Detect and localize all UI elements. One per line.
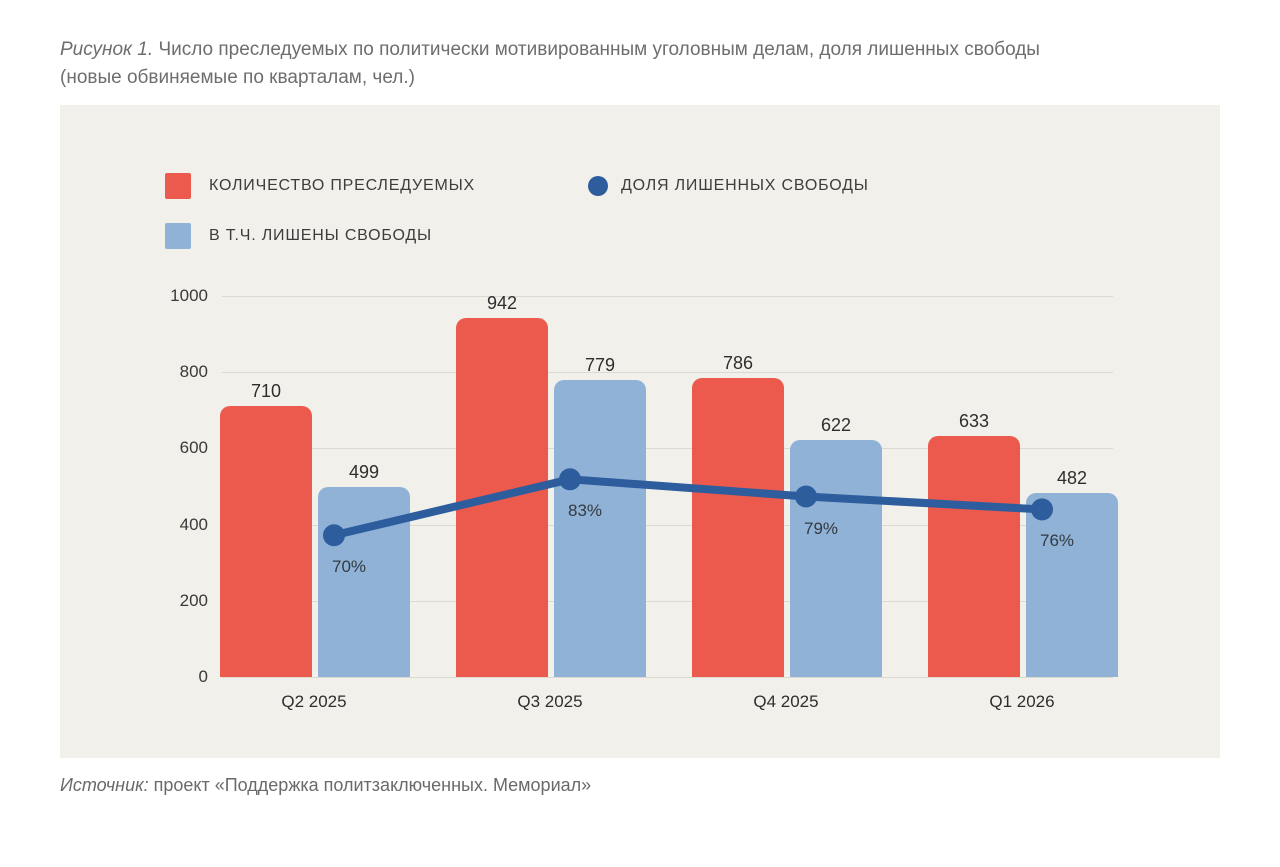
line-point-percent-label: 76% <box>1039 531 1075 551</box>
bar-prosecuted <box>456 318 548 677</box>
y-axis-tick-label: 800 <box>179 362 208 382</box>
bar-imprisoned <box>318 486 410 677</box>
legend-swatch-imprisoned-icon <box>165 223 191 249</box>
gridline <box>222 296 1113 297</box>
bar-value-label-prosecuted: 633 <box>958 410 990 431</box>
x-axis-category-label: Q2 2025 <box>281 692 347 711</box>
bar-imprisoned <box>790 440 882 677</box>
legend-item-share-imprisoned: ДОЛЯ ЛИШЕННЫХ СВОБОДЫ <box>588 176 869 196</box>
legend-label-share-imprisoned: ДОЛЯ ЛИШЕННЫХ СВОБОДЫ <box>621 177 869 194</box>
x-axis-category-label: Q3 2025 <box>517 692 583 711</box>
gridline <box>222 372 1113 374</box>
bar-value-label-imprisoned: 622 <box>820 415 852 436</box>
line-point-percent-label: 79% <box>803 518 839 538</box>
bar-value-label-prosecuted: 786 <box>722 352 754 373</box>
gridline <box>222 677 1113 678</box>
gridline <box>222 600 1113 602</box>
line-point-percent-label: 70% <box>331 557 367 577</box>
bar-value-label-prosecuted: 710 <box>250 381 282 402</box>
x-axis-category-label: Q4 2025 <box>753 692 819 711</box>
legend-circle-share-imprisoned-icon <box>588 176 608 196</box>
bar-value-label-imprisoned: 499 <box>348 461 380 482</box>
x-axis-category-label: Q1 2026 <box>989 692 1055 711</box>
y-axis-tick-label: 600 <box>179 438 208 458</box>
y-axis-tick-label: 1000 <box>170 286 208 305</box>
legend-label-prosecuted: КОЛИЧЕСТВО ПРЕСЛЕДУЕМЫХ <box>209 177 476 194</box>
figure-caption-text: Число преследуемых по политически мотиви… <box>158 39 1040 60</box>
bar-imprisoned <box>554 380 646 677</box>
bar-prosecuted <box>928 435 1020 677</box>
source-note: Источник: проект «Поддержка политзаключе… <box>60 773 1230 797</box>
legend-label-imprisoned: В Т.Ч. ЛИШЕНЫ СВОБОДЫ <box>209 227 432 244</box>
gridline <box>222 448 1113 450</box>
bar-prosecuted <box>692 377 784 677</box>
line-point-percent-label: 83% <box>567 501 603 521</box>
figure-caption-number: Рисунок 1. <box>60 39 154 60</box>
bar-value-label-imprisoned: 482 <box>1056 468 1088 489</box>
source-label: Источник: <box>60 775 149 795</box>
legend-item-prosecuted: КОЛИЧЕСТВО ПРЕСЛЕДУЕМЫХ <box>165 173 475 199</box>
y-axis-tick-label: 400 <box>179 514 208 534</box>
y-axis-tick-label: 200 <box>179 590 208 610</box>
bar-value-label-imprisoned: 779 <box>584 355 616 376</box>
bar-prosecuted <box>220 406 312 677</box>
source-text: проект «Поддержка политзаключенных. Мемо… <box>153 775 592 795</box>
y-axis-tick-label: 0 <box>198 667 208 686</box>
legend-item-imprisoned: В Т.Ч. ЛИШЕНЫ СВОБОДЫ <box>165 223 432 249</box>
figure-caption: Рисунок 1. Число преследуемых по политич… <box>60 36 1230 92</box>
figure-caption-subtext: (новые обвиняемые по кварталам, чел.) <box>60 67 415 88</box>
bar-imprisoned <box>1026 493 1118 677</box>
chart-card: КОЛИЧЕСТВО ПРЕСЛЕДУЕМЫХ ДОЛЯ ЛИШЕННЫХ СВ… <box>60 105 1220 758</box>
bar-value-label-prosecuted: 942 <box>486 293 518 314</box>
legend-swatch-prosecuted-icon <box>165 173 191 199</box>
